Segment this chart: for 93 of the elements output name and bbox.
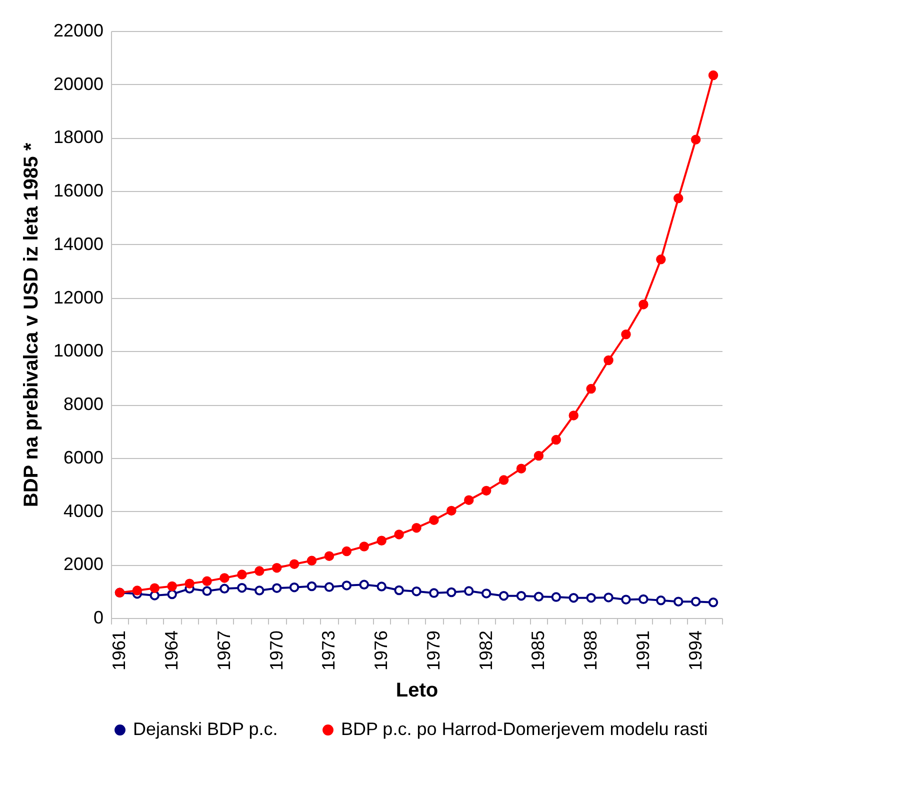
point [289, 582, 300, 592]
point [656, 254, 666, 264]
point [150, 583, 160, 593]
point [394, 530, 404, 540]
x-tick-label: 1988 [580, 630, 601, 671]
x-tick-label: 1961 [109, 630, 130, 671]
y-tick-label: 10000 [53, 340, 104, 361]
point [673, 193, 684, 204]
point [306, 581, 317, 592]
point [376, 582, 386, 592]
x-tick-label: 1991 [632, 630, 653, 671]
point [656, 596, 666, 606]
point [516, 590, 526, 601]
point [254, 566, 264, 576]
y-tick-label: 2000 [63, 554, 104, 574]
point [324, 582, 334, 592]
x-tick-label: 1994 [685, 630, 706, 671]
point [498, 475, 509, 485]
x-tick-label: 1979 [423, 630, 444, 671]
y-axis-title: BDP na prebivalca v USD iz leta 1985 * [20, 142, 42, 508]
point [498, 590, 509, 601]
x-tick-label: 1982 [476, 630, 496, 671]
point [324, 551, 334, 561]
point [220, 573, 230, 583]
point [481, 486, 492, 496]
point [254, 586, 264, 596]
y-tick-label: 20000 [53, 74, 104, 94]
point [568, 592, 578, 603]
point [446, 506, 456, 516]
point [534, 592, 544, 602]
point [202, 576, 212, 586]
point [272, 583, 282, 593]
point [690, 134, 701, 144]
x-axis-title: Leto [396, 680, 438, 702]
x-tick-label: 1985 [528, 630, 548, 671]
x-tick-label: 1970 [266, 630, 286, 671]
point [481, 588, 492, 598]
point [342, 580, 352, 590]
x-tick-label: 1967 [214, 630, 234, 671]
point [412, 522, 422, 533]
point [376, 536, 386, 546]
y-tick-label: 12000 [53, 287, 104, 308]
x-tick-label: 1964 [162, 630, 182, 671]
y-tick-label: 4000 [63, 500, 104, 521]
legend-label: BDP p.c. po Harrod-Domerjevem modelu rasti [341, 719, 708, 739]
point [306, 556, 317, 566]
point [604, 355, 614, 366]
point [220, 584, 230, 594]
point [534, 450, 544, 461]
point [342, 546, 352, 556]
point [690, 596, 701, 606]
point [638, 594, 648, 604]
point [289, 559, 300, 569]
point [621, 330, 631, 340]
point [272, 562, 282, 573]
point [167, 589, 177, 600]
point [516, 464, 526, 474]
y-tick-label: 0 [93, 608, 104, 628]
point [184, 578, 194, 588]
x-tick-label: 1973 [318, 630, 339, 671]
point [446, 587, 456, 598]
y-tick-label: 16000 [53, 180, 104, 201]
y-tick-label: 6000 [63, 447, 104, 468]
point [551, 592, 562, 602]
y-tick-label: 22000 [53, 20, 104, 40]
point [464, 495, 474, 505]
point [586, 592, 596, 603]
point [237, 582, 247, 593]
point [621, 594, 631, 604]
y-tick-label: 8000 [63, 394, 104, 414]
point [359, 542, 369, 552]
y-tick-label: 14000 [53, 234, 104, 254]
point [237, 570, 247, 580]
point [464, 586, 474, 596]
point [132, 586, 142, 596]
point [359, 580, 369, 590]
point [551, 434, 562, 445]
point [568, 410, 578, 420]
point [202, 586, 212, 596]
x-tick-label: 1976 [371, 630, 392, 671]
point [167, 581, 177, 592]
y-tick-label: 18000 [53, 127, 104, 148]
point [586, 384, 596, 394]
point [708, 598, 718, 608]
point [429, 588, 439, 598]
point [638, 300, 648, 310]
point [429, 515, 439, 525]
point [394, 585, 404, 596]
point [708, 70, 718, 80]
point [604, 592, 614, 602]
point [673, 596, 684, 606]
point [412, 586, 422, 596]
legend-label: Dejanski BDP p.c. [133, 719, 278, 739]
